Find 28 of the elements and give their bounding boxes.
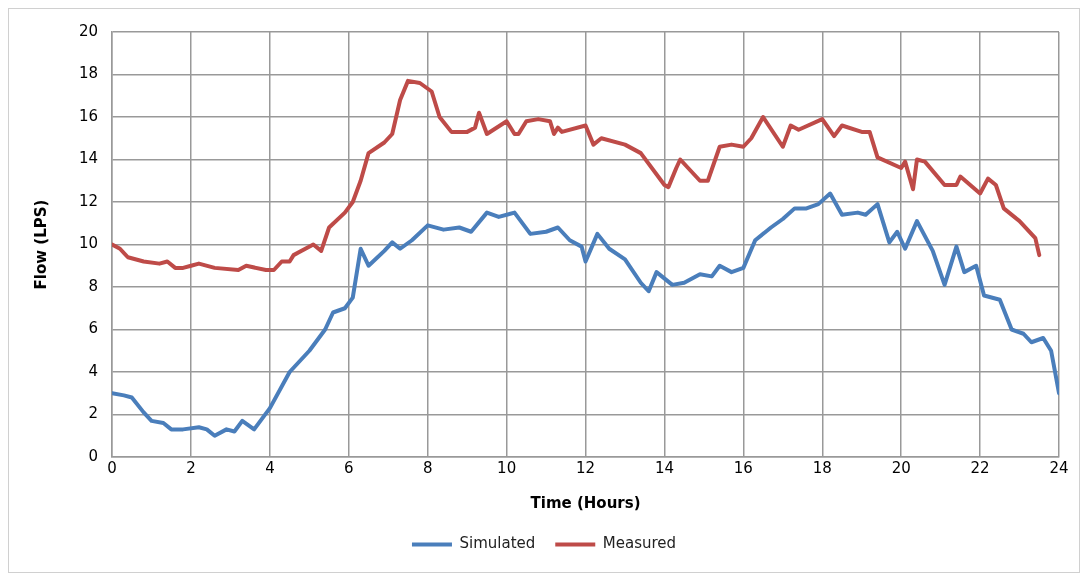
x-tick-label: 6 — [344, 458, 354, 477]
x-tick-label: 12 — [576, 458, 596, 477]
x-tick-label: 0 — [107, 458, 117, 477]
x-tick-label: 20 — [891, 458, 911, 477]
x-tick-label: 16 — [733, 458, 753, 477]
x-tick-label: 24 — [1049, 458, 1069, 477]
y-tick-label: 14 — [78, 149, 99, 168]
x-tick-label: 8 — [422, 458, 433, 477]
y-tick-label: 18 — [78, 64, 99, 83]
y-tick-label: 12 — [78, 191, 99, 210]
y-tick-label: 0 — [88, 446, 99, 465]
y-axis-title: Flow (LPS) — [31, 199, 50, 290]
x-tick-label: 18 — [812, 458, 832, 477]
legend-label: Measured — [602, 534, 677, 553]
y-tick-label: 6 — [88, 319, 99, 338]
x-axis-title: Time (Hours) — [530, 493, 641, 512]
x-tick-label: 10 — [497, 458, 517, 477]
y-tick-label: 16 — [78, 106, 99, 125]
x-tick-label: 14 — [654, 458, 674, 477]
x-tick-label: 4 — [265, 458, 275, 477]
x-tick-label: 2 — [186, 458, 196, 477]
x-tick-label: 22 — [970, 458, 990, 477]
y-tick-label: 10 — [78, 234, 99, 253]
legend-label: Simulated — [459, 534, 536, 553]
y-tick-label: 2 — [88, 404, 99, 423]
y-tick-label: 8 — [88, 276, 99, 295]
y-tick-label: 4 — [88, 361, 99, 380]
y-tick-label: 20 — [78, 21, 99, 40]
